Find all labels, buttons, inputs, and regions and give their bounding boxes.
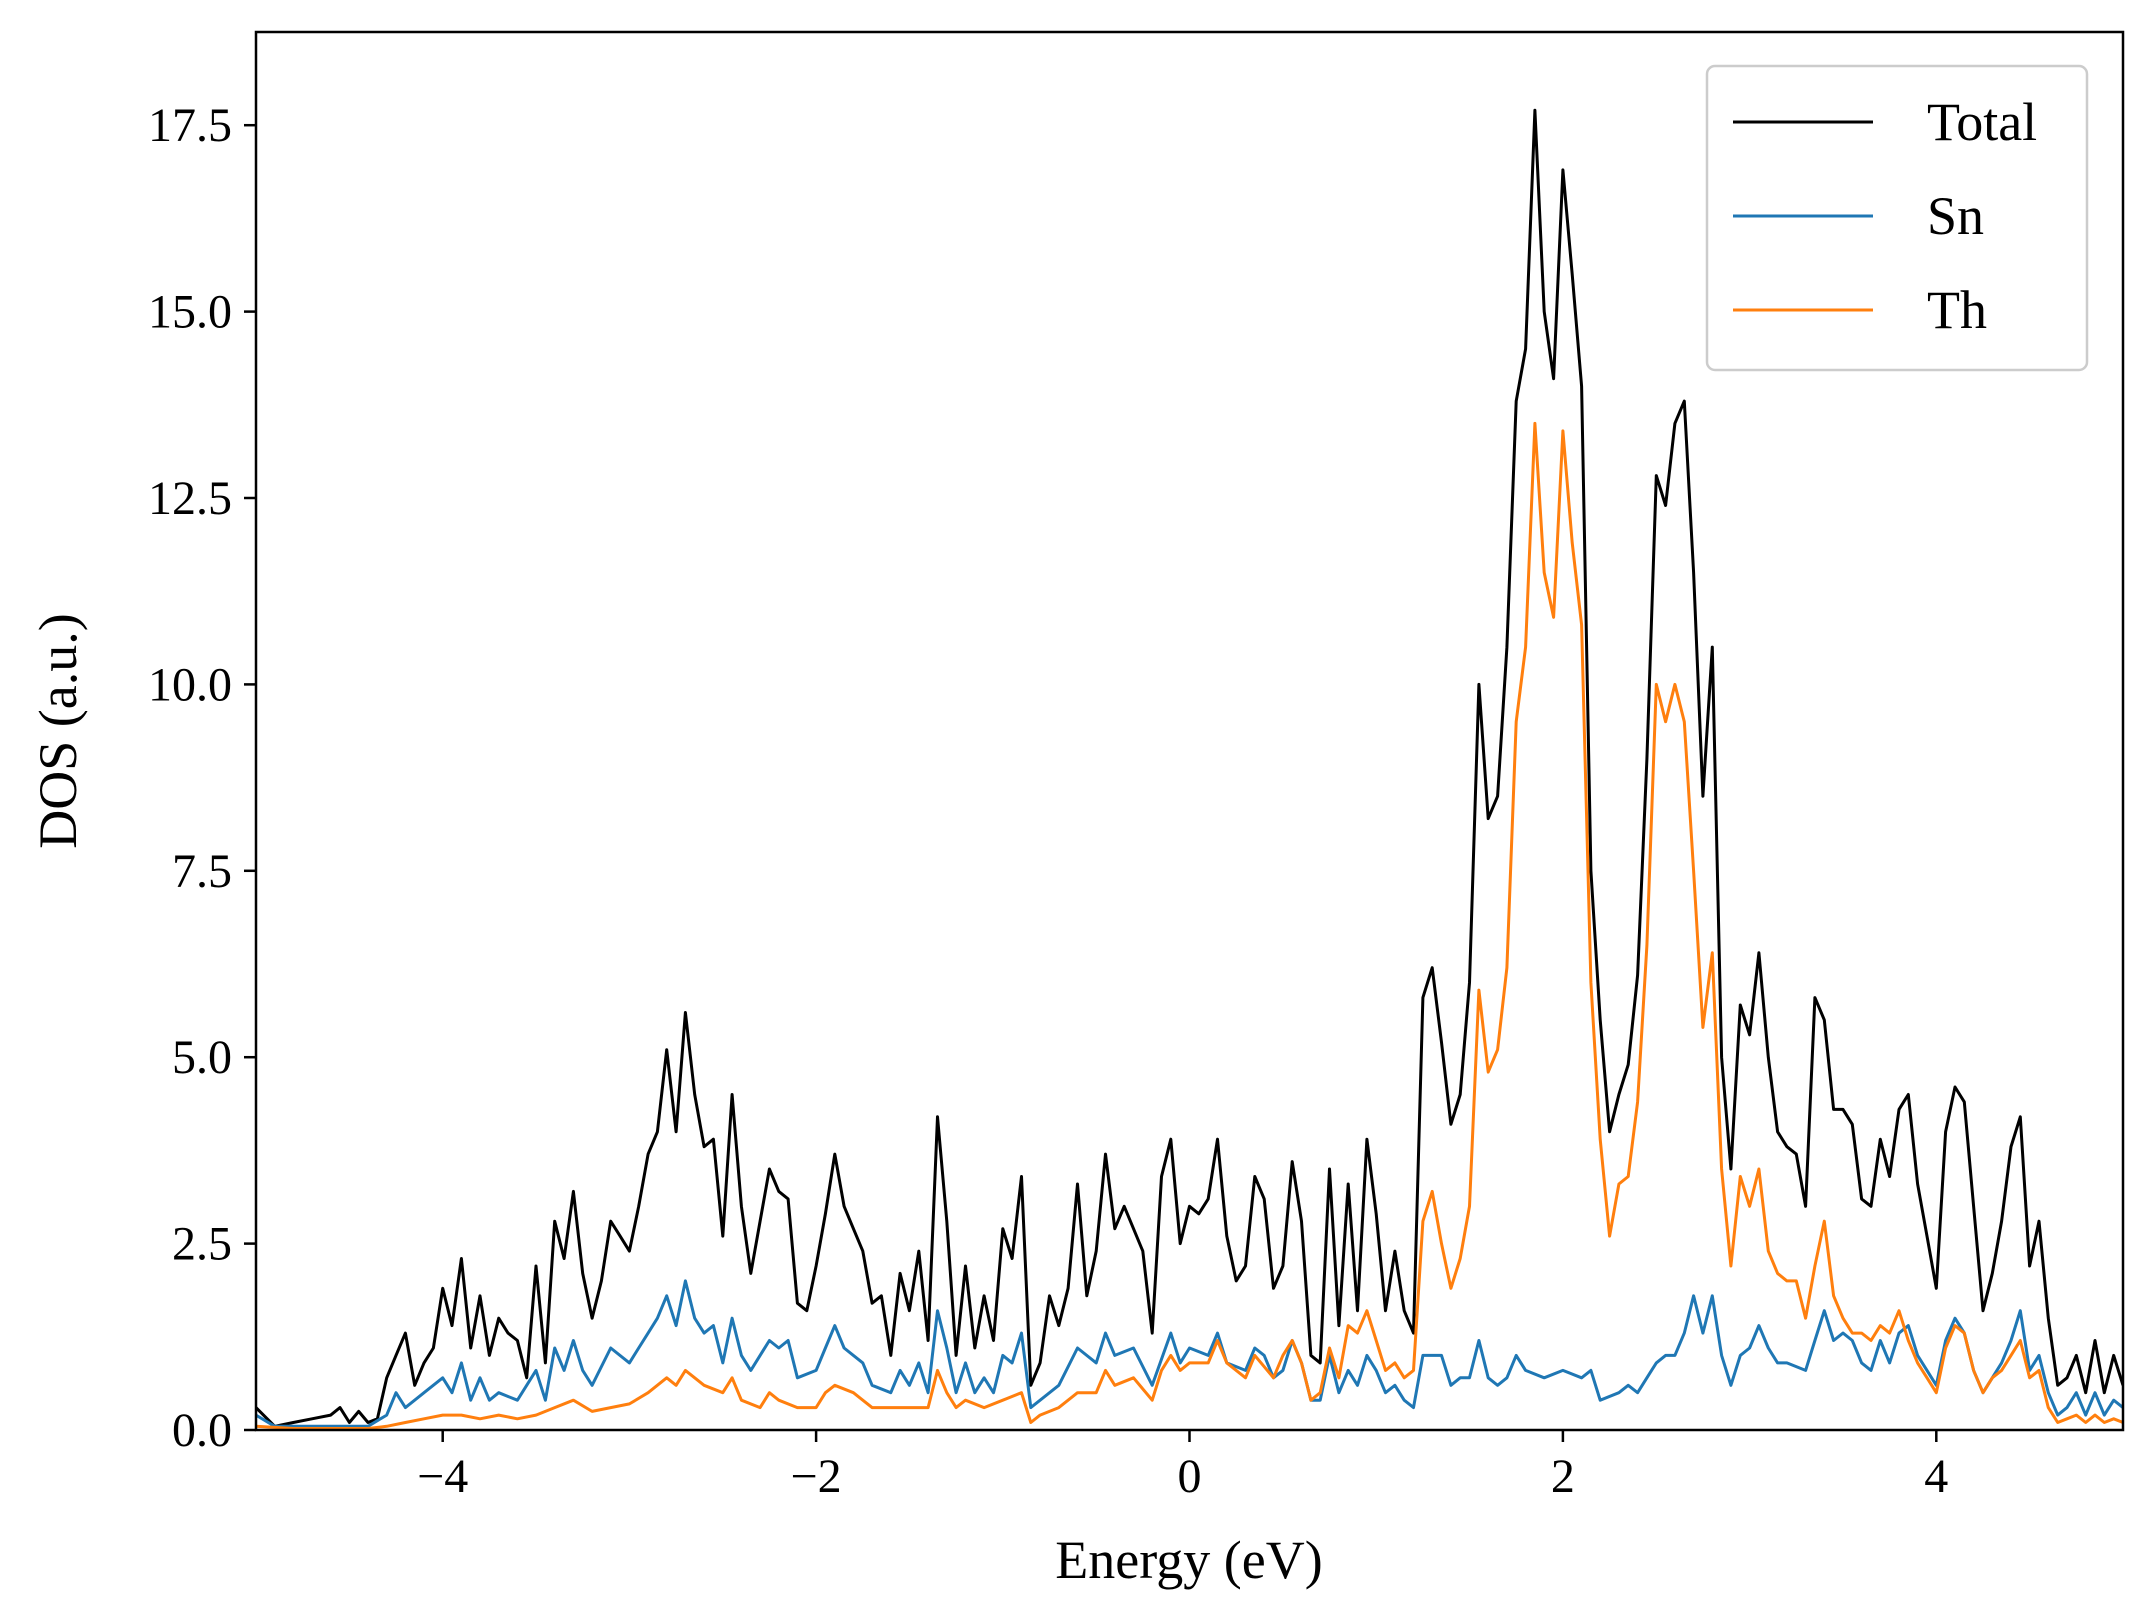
x-tick-label: 2 bbox=[1551, 1450, 1575, 1503]
legend: Total Sn Th bbox=[1705, 64, 2089, 372]
x-tick-label: −2 bbox=[791, 1450, 842, 1503]
y-tick-label: 7.5 bbox=[172, 845, 232, 898]
y-tick-label: 15.0 bbox=[148, 286, 232, 339]
legend-label-total: Total bbox=[1927, 92, 2037, 152]
x-tick-label: 0 bbox=[1178, 1450, 1202, 1503]
y-tick-label: 10.0 bbox=[148, 658, 232, 711]
series-layer bbox=[256, 108, 2123, 1430]
y-tick-label: 12.5 bbox=[148, 472, 232, 525]
x-tick-label: 4 bbox=[1924, 1450, 1948, 1503]
series-line-total bbox=[256, 108, 2123, 1428]
legend-box bbox=[1705, 64, 2089, 372]
y-axis: 0.0 2.5 5.0 7.5 10.0 12.5 15.0 17.5 bbox=[148, 99, 256, 1457]
series-line-th bbox=[256, 421, 2123, 1430]
y-axis-label: DOS (a.u.) bbox=[28, 613, 88, 848]
legend-label-sn: Sn bbox=[1927, 186, 1984, 246]
x-axis: −4 −2 0 2 4 bbox=[417, 1430, 1948, 1503]
y-tick-label: 5.0 bbox=[172, 1031, 232, 1084]
x-tick-label: −4 bbox=[417, 1450, 468, 1503]
x-axis-label: Energy (eV) bbox=[1055, 1530, 1322, 1590]
y-tick-label: 17.5 bbox=[148, 99, 232, 152]
y-tick-label: 0.0 bbox=[172, 1404, 232, 1457]
y-tick-label: 2.5 bbox=[172, 1218, 232, 1271]
legend-label-th: Th bbox=[1927, 280, 1987, 340]
